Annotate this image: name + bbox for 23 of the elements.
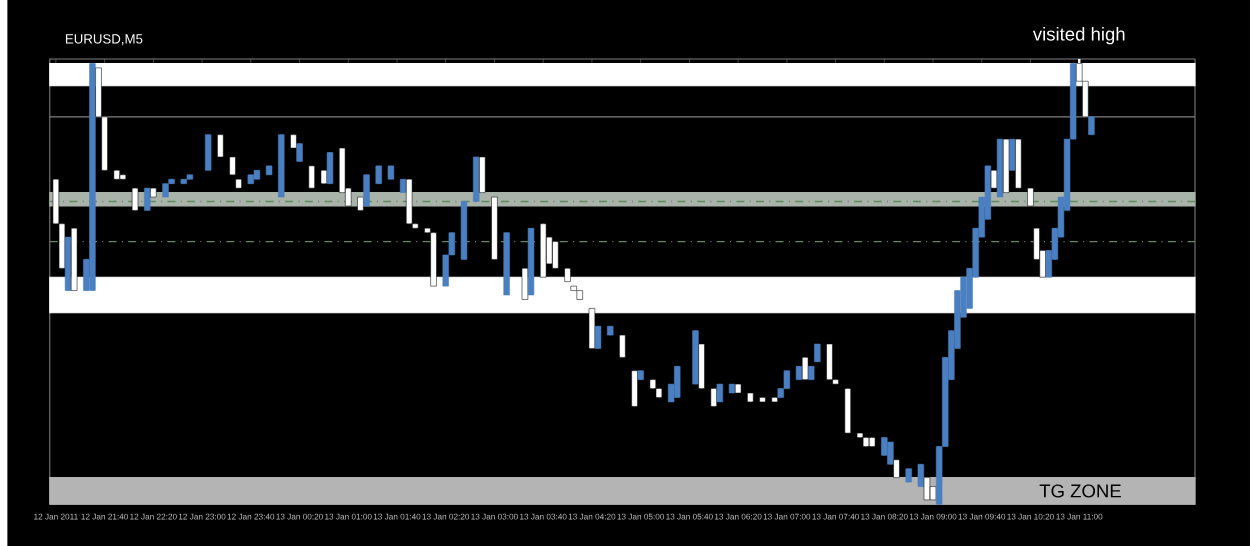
candlestick bbox=[844, 386, 851, 434]
candlestick bbox=[552, 240, 559, 270]
band-label: TG ZONE bbox=[1039, 484, 1121, 498]
candlestick bbox=[472, 155, 480, 203]
candlestick bbox=[887, 440, 894, 466]
candlestick bbox=[363, 173, 370, 207]
candlestick bbox=[1009, 137, 1016, 172]
candlestick bbox=[698, 342, 705, 390]
candlestick bbox=[144, 186, 151, 212]
candlestick bbox=[631, 369, 638, 408]
candlestick bbox=[923, 476, 931, 501]
candlestick bbox=[326, 150, 334, 185]
annotation: visited high bbox=[1032, 26, 1125, 44]
candlestick bbox=[308, 164, 315, 189]
candlestick bbox=[479, 155, 486, 194]
candlestick bbox=[801, 355, 809, 381]
candlestick bbox=[826, 342, 833, 381]
candlestick bbox=[619, 333, 626, 359]
candlestick bbox=[674, 364, 681, 399]
candlestick bbox=[131, 186, 139, 212]
candlestick bbox=[405, 177, 413, 225]
candlestick bbox=[204, 133, 212, 172]
candlestick bbox=[217, 133, 224, 158]
